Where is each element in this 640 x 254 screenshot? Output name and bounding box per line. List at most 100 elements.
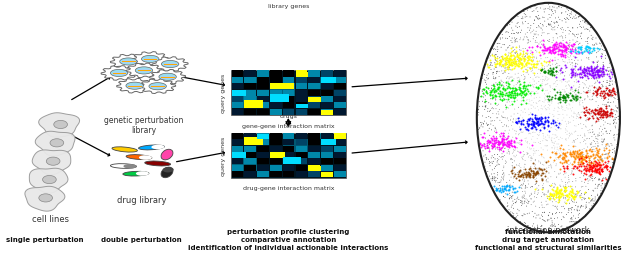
Point: [552, 148, 563, 152]
Point: [568, 101, 578, 105]
Point: [562, 114, 572, 118]
Point: [521, 92, 531, 96]
Point: [515, 88, 525, 92]
Point: [593, 69, 604, 73]
Point: [565, 152, 575, 156]
Ellipse shape: [124, 164, 136, 169]
Point: [557, 105, 567, 109]
Point: [525, 67, 535, 71]
Point: [591, 90, 601, 94]
Bar: [257, 165, 269, 171]
Point: [550, 151, 561, 155]
Point: [582, 177, 593, 181]
Point: [581, 40, 591, 44]
Point: [511, 154, 522, 158]
Bar: [270, 94, 289, 103]
Point: [587, 177, 597, 181]
Point: [498, 137, 508, 141]
Point: [577, 150, 588, 154]
Point: [612, 143, 623, 147]
Point: [560, 190, 570, 195]
Point: [510, 216, 520, 220]
Point: [529, 83, 540, 87]
Point: [577, 44, 588, 49]
Point: [557, 78, 568, 82]
Point: [589, 66, 599, 70]
Point: [514, 86, 524, 90]
Point: [580, 166, 590, 170]
Point: [504, 59, 514, 64]
Point: [515, 53, 525, 57]
Bar: [232, 90, 243, 96]
Point: [545, 101, 555, 105]
Point: [541, 98, 551, 102]
Point: [534, 170, 544, 174]
Point: [531, 101, 541, 105]
Point: [518, 123, 528, 127]
Point: [518, 81, 529, 85]
Point: [552, 91, 562, 95]
Point: [573, 169, 584, 173]
Point: [533, 119, 543, 123]
Point: [515, 82, 525, 86]
Point: [585, 167, 595, 171]
Bar: [296, 140, 307, 146]
Point: [550, 204, 560, 209]
Point: [557, 81, 567, 85]
Point: [540, 66, 550, 70]
Point: [514, 60, 524, 64]
Point: [493, 95, 504, 99]
Point: [526, 192, 536, 196]
Point: [575, 206, 586, 210]
Point: [551, 73, 561, 77]
Point: [566, 44, 576, 48]
Point: [561, 197, 571, 201]
Point: [565, 161, 575, 165]
Point: [561, 131, 571, 135]
Point: [479, 101, 490, 105]
Point: [581, 57, 591, 61]
Point: [558, 151, 568, 155]
Point: [499, 188, 509, 192]
Point: [564, 189, 575, 193]
Point: [579, 50, 589, 54]
Point: [575, 25, 586, 29]
Point: [501, 81, 511, 85]
Bar: [244, 84, 256, 90]
Point: [611, 126, 621, 130]
Bar: [308, 90, 320, 96]
Point: [487, 94, 497, 98]
Point: [525, 40, 536, 44]
Point: [561, 154, 571, 158]
Point: [524, 102, 534, 106]
Point: [502, 136, 512, 140]
Point: [569, 160, 579, 164]
Point: [579, 157, 589, 162]
Point: [536, 27, 546, 31]
Point: [534, 206, 545, 210]
Point: [551, 21, 561, 25]
Point: [497, 146, 507, 150]
Point: [522, 146, 532, 150]
Point: [588, 139, 598, 143]
Point: [537, 205, 547, 210]
Point: [492, 145, 502, 149]
Point: [546, 126, 556, 130]
Point: [552, 204, 563, 209]
Point: [511, 59, 521, 64]
Bar: [334, 140, 346, 146]
Bar: [270, 84, 285, 90]
Point: [538, 70, 548, 74]
Point: [499, 147, 509, 151]
Point: [546, 137, 556, 141]
Point: [588, 74, 598, 78]
Point: [499, 184, 509, 188]
Point: [521, 52, 531, 56]
Point: [484, 148, 495, 152]
Point: [547, 72, 557, 76]
Point: [496, 60, 506, 64]
Point: [531, 16, 541, 20]
Point: [577, 162, 588, 166]
Point: [495, 147, 505, 151]
Point: [508, 199, 518, 203]
